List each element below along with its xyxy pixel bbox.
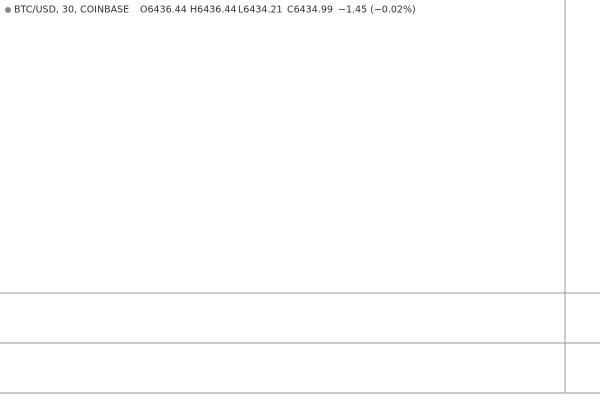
ohlc-low: L6434.21 xyxy=(238,5,283,16)
symbol-icon xyxy=(5,7,11,13)
price-axis-bg xyxy=(565,0,600,403)
symbol-title: BTC/USD, 30, COINBASE xyxy=(14,5,129,16)
ohlc-close: C6434.99 xyxy=(287,5,333,16)
header: BTC/USD, 30, COINBASE O6436.44 H6436.44 … xyxy=(5,5,416,16)
change: −1.45 (−0.02%) xyxy=(338,5,416,16)
ohlc-high: H6436.44 xyxy=(190,5,236,16)
ohlc-open: O6436.44 xyxy=(140,5,187,16)
